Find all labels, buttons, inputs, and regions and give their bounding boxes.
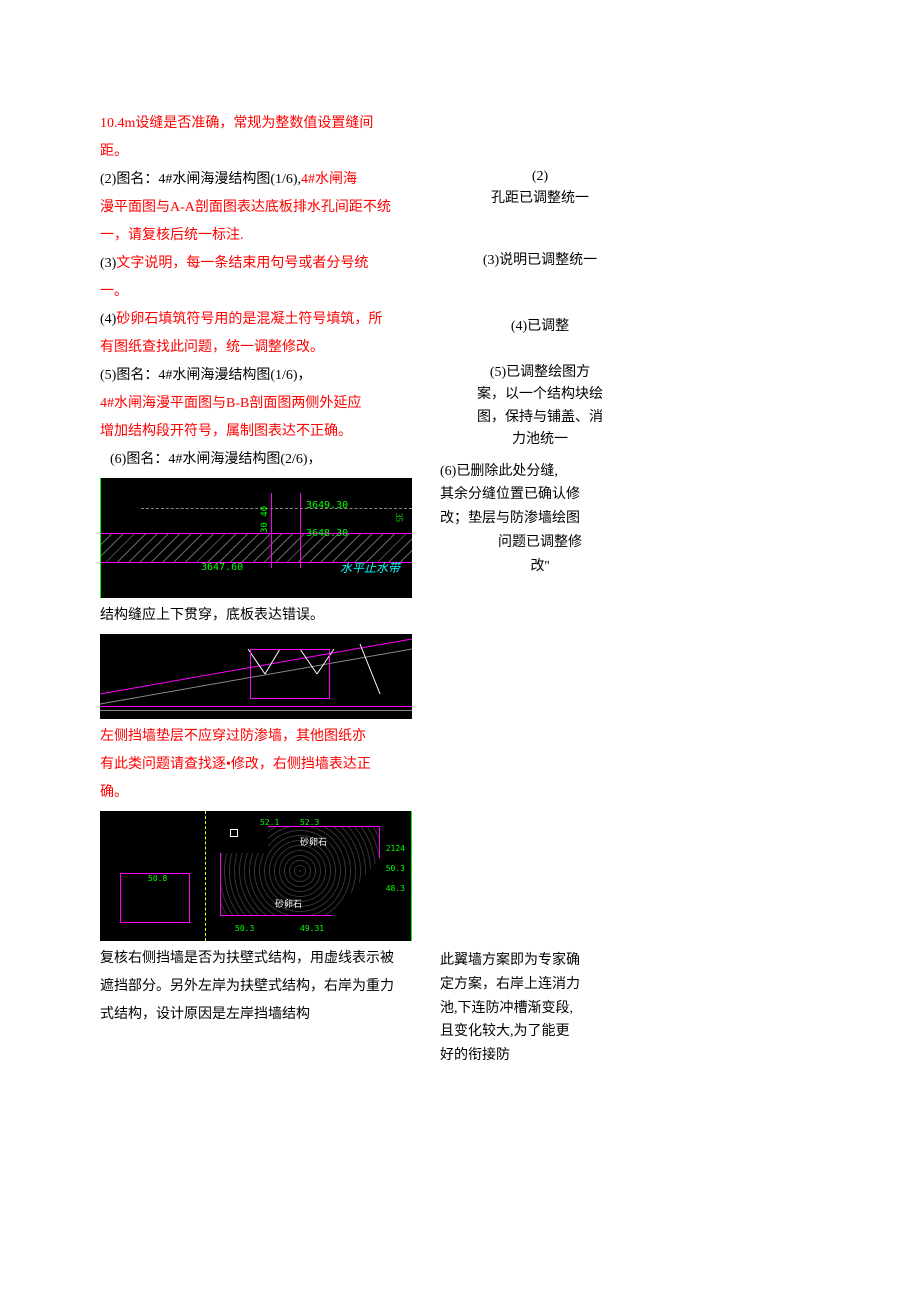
fig3-d4: 49.31	[300, 921, 324, 937]
fig3-wlabel2: 砂卵石	[300, 833, 327, 851]
left-col-3: (3)文字说明，每一条结束用句号或者分号统 一。	[100, 250, 420, 306]
item6-line5: 确。	[100, 779, 420, 807]
fig3-d1: 52.1	[260, 815, 279, 831]
fig1-dim3: 3647.60	[201, 558, 243, 578]
r6-line5: 改''	[440, 555, 640, 579]
item2-line3: 一，请复核后统一标注.	[100, 222, 420, 250]
response-6: (6)已删除此处分缝, 其余分缝位置已确认修 改；垫层与防渗墙绘图 问题已调整修…	[440, 460, 640, 579]
item2-prefix: (2)图名：4#水闸海漫结构图(1/6),	[100, 172, 301, 187]
fig1-waterstop-label: 水平止水带	[340, 556, 400, 580]
item6-line2: 结构缝应上下贯穿，底板表达错误。	[100, 602, 420, 630]
bottom-line3: 式结构，设计原因是左岸挡墙结构	[100, 1001, 420, 1029]
row-intro: 10.4m设缝是否准确，常规为整数值设置缝间 距。	[100, 110, 820, 166]
r5-line3: 图，保持与铺盖、消	[440, 407, 640, 429]
left-col-bottom: 复核右侧挡墙是否为扶壁式结构，用虚线表示被 遮挡部分。另外左岸为扶壁式结构，右岸…	[100, 945, 420, 1076]
fig3-d2: 52.3	[300, 815, 319, 831]
response-2: (2) 孔距已调整统一	[440, 166, 640, 211]
r5-line1: (5)已调整绘图方	[440, 362, 640, 384]
item5-line2: 4#水闸海漫平面图与B-B剖面图两侧外延应	[100, 390, 420, 418]
fig1-dim1: 3649.30	[306, 496, 348, 516]
row-4: (4)砂卵石填筑符号用的是混凝土符号填筑，所 有图纸查找此问题，统一调整修改。 …	[100, 306, 820, 362]
item4-red1: 砂卵石填筑符号用的是混凝土符号填筑，所	[116, 312, 382, 327]
left-col-5-6: (5)图名：4#水闸海漫结构图(1/6)， 4#水闸海漫平面图与B-B剖面图两侧…	[100, 362, 420, 945]
left-col-4: (4)砂卵石填筑符号用的是混凝土符号填筑，所 有图纸查找此问题，统一调整修改。	[100, 306, 420, 362]
response-3: (3)说明已调整统一	[440, 250, 640, 272]
r6-line3: 改；垫层与防渗墙绘图	[440, 507, 640, 531]
fig2-botline2	[100, 710, 412, 711]
fig2-botline	[100, 706, 412, 707]
item4-prefix: (4)	[100, 312, 116, 327]
item6-line3: 左侧挡墙垫层不应穿过防渗墙，其他图纸亦	[100, 723, 420, 751]
left-col: 10.4m设缝是否准确，常规为整数值设置缝间 距。	[100, 110, 420, 166]
right-col-3: (3)说明已调整统一	[440, 250, 640, 306]
fig3-square	[230, 829, 238, 837]
right-col-4: (4)已调整	[440, 306, 640, 362]
bottom-line1: 复核右侧挡墙是否为扶壁式结构，用虚线表示被	[100, 945, 420, 973]
left-col-2: (2)图名：4#水闸海漫结构图(1/6),4#水闸海 漫平面图与A-A剖面图表达…	[100, 166, 420, 250]
right-col-5-6: (5)已调整绘图方 案，以一个结构块绘 图，保持与铺盖、消 力池统一 (6)已删…	[440, 362, 640, 945]
fig3-d8: 50.8	[148, 871, 167, 887]
fig1-rightdim: 35	[390, 513, 408, 522]
item2-line2: 漫平面图与A-A剖面图表达底板排水孔间距不统	[100, 194, 420, 222]
fig3-d6: 48.3	[386, 881, 405, 897]
intro-line-2: 距。	[100, 138, 420, 166]
response-5: (5)已调整绘图方 案，以一个结构块绘 图，保持与铺盖、消 力池统一	[440, 362, 640, 452]
item2-red1: 4#水闸海	[301, 172, 357, 187]
intro-line-1: 10.4m设缝是否准确，常规为整数值设置缝间	[100, 110, 420, 138]
r5-line2: 案，以一个结构块绘	[440, 384, 640, 406]
right-col-bottom: 此翼墙方案即为专家确 定方案，右岸上连消力 池,下连防冲槽渐变段, 且变化较大,…	[440, 945, 660, 1076]
fig1-vdim: 30 40	[256, 506, 274, 533]
item4-line1: (4)砂卵石填筑符号用的是混凝土符号填筑，所	[100, 306, 420, 334]
item3-line2: 一。	[100, 278, 420, 306]
row-bottom: 复核右侧挡墙是否为扶壁式结构，用虚线表示被 遮挡部分。另外左岸为扶壁式结构，右岸…	[100, 945, 820, 1076]
item3-red1: 文字说明，每一条结束用句号或者分号统	[116, 256, 368, 271]
r6-line4: 问题已调整修	[440, 531, 640, 555]
r7-line2: 定方案，右岸上连消力	[440, 973, 660, 997]
right-col	[440, 110, 640, 166]
r7-line4: 且变化较大,为了能更	[440, 1020, 660, 1044]
r6-line1: (6)已删除此处分缝,	[440, 460, 640, 484]
row-5-6: (5)图名：4#水闸海漫结构图(1/6)， 4#水闸海漫平面图与B-B剖面图两侧…	[100, 362, 820, 945]
item6-line4: 有此类问题请查找逐•修改，右侧挡墙表达正	[100, 751, 420, 779]
item3-prefix: (3)	[100, 256, 116, 271]
row-2: (2)图名：4#水闸海漫结构图(1/6),4#水闸海 漫平面图与A-A剖面图表达…	[100, 166, 820, 250]
figure-3-cad: 52.1 52.3 50.3 49.31 50.3 48.3 2124 50.8…	[100, 811, 412, 941]
r2-line2: 孔距已调整统一	[440, 188, 640, 210]
item4-line2: 有图纸查找此问题，统一调整修改。	[100, 334, 420, 362]
figure-2-cad	[100, 634, 412, 719]
figure-1-cad: 3649.30 3648.30 3647.60 30 40 35 水平止水带	[100, 478, 412, 598]
r7-line3: 池,下连防冲槽渐变段,	[440, 997, 660, 1021]
row-3: (3)文字说明，每一条结束用句号或者分号统 一。 (3)说明已调整统一	[100, 250, 820, 306]
item2-line1: (2)图名：4#水闸海漫结构图(1/6),4#水闸海	[100, 166, 420, 194]
bottom-line2: 遮挡部分。另外左岸为扶壁式结构，右岸为重力	[100, 973, 420, 1001]
fig3-wlabel: 砂卵石	[275, 895, 302, 913]
r5-line4: 力池统一	[440, 429, 640, 451]
fig2-box	[250, 649, 330, 699]
fig1-dim2: 3648.30	[306, 524, 348, 544]
response-7: 此翼墙方案即为专家确 定方案，右岸上连消力 池,下连防冲槽渐变段, 且变化较大,…	[440, 949, 660, 1068]
fig3-d7: 2124	[386, 841, 405, 857]
r2-line1: (2)	[440, 166, 640, 188]
right-col-2: (2) 孔距已调整统一	[440, 166, 640, 250]
fig1-vline	[271, 493, 301, 568]
r6-line2: 其余分缝位置已确认修	[440, 483, 640, 507]
r7-line1: 此翼墙方案即为专家确	[440, 949, 660, 973]
fig3-d5: 50.3	[386, 861, 405, 877]
fig3-vertline	[205, 811, 206, 941]
r7-line5: 好的衔接防	[440, 1044, 660, 1068]
response-4: (4)已调整	[440, 316, 640, 338]
item5-line3: 增加结构段开符号，属制图表达不正确。	[100, 418, 420, 446]
item6-line1: (6)图名：4#水闸海漫结构图(2/6)，	[100, 446, 420, 474]
item3-line1: (3)文字说明，每一条结束用句号或者分号统	[100, 250, 420, 278]
item5-line1: (5)图名：4#水闸海漫结构图(1/6)，	[100, 362, 420, 390]
fig3-d3: 50.3	[235, 921, 254, 937]
